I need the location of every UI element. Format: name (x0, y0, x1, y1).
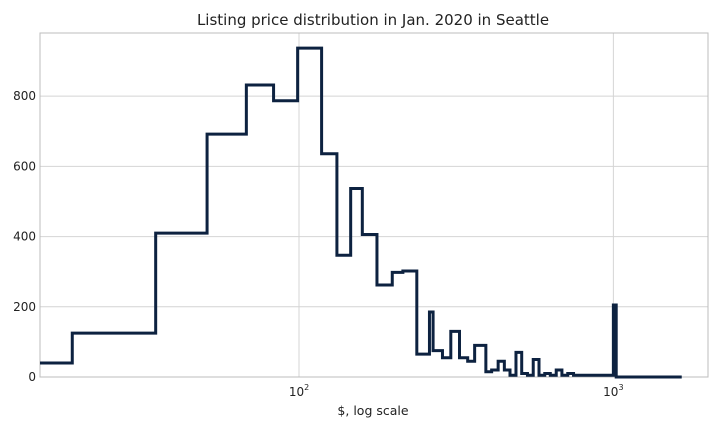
histogram-bin (475, 345, 486, 377)
x-tick-label: 102 (289, 383, 309, 399)
y-tick-label: 200 (13, 300, 36, 314)
histogram-bin (392, 272, 403, 377)
histogram-bin (156, 233, 207, 377)
histogram-bin (403, 271, 417, 377)
histogram-bin (377, 285, 392, 377)
histogram-bin (337, 255, 351, 377)
histogram-bin (274, 101, 298, 377)
y-tick-label: 400 (13, 230, 36, 244)
histogram-bin (417, 354, 430, 377)
histogram-bin (207, 134, 246, 377)
y-axis-ticks: 0 200 400 600 800 (13, 89, 36, 384)
x-axis-label: $, log scale (337, 403, 408, 418)
y-tick-label: 0 (28, 370, 36, 384)
histogram-bin (246, 85, 273, 377)
histogram-bin (40, 363, 72, 377)
histogram-bin (72, 333, 155, 377)
y-tick-label: 800 (13, 89, 36, 103)
plot-frame (39, 32, 709, 378)
x-axis-ticks: 102 103 (289, 383, 624, 399)
histogram-bin (468, 361, 475, 377)
histogram-bin (298, 48, 322, 377)
histogram-bin (351, 189, 363, 377)
histogram-bin (362, 234, 377, 377)
y-tick-label: 600 (13, 159, 36, 173)
histogram-bins (40, 48, 616, 377)
chart-title: Listing price distribution in Jan. 2020 … (197, 11, 549, 29)
histogram-bin (322, 154, 337, 377)
x-tick-label: 103 (603, 383, 623, 399)
histogram-step-line (40, 46, 682, 379)
grid (40, 33, 708, 378)
histogram-bin (442, 358, 450, 377)
